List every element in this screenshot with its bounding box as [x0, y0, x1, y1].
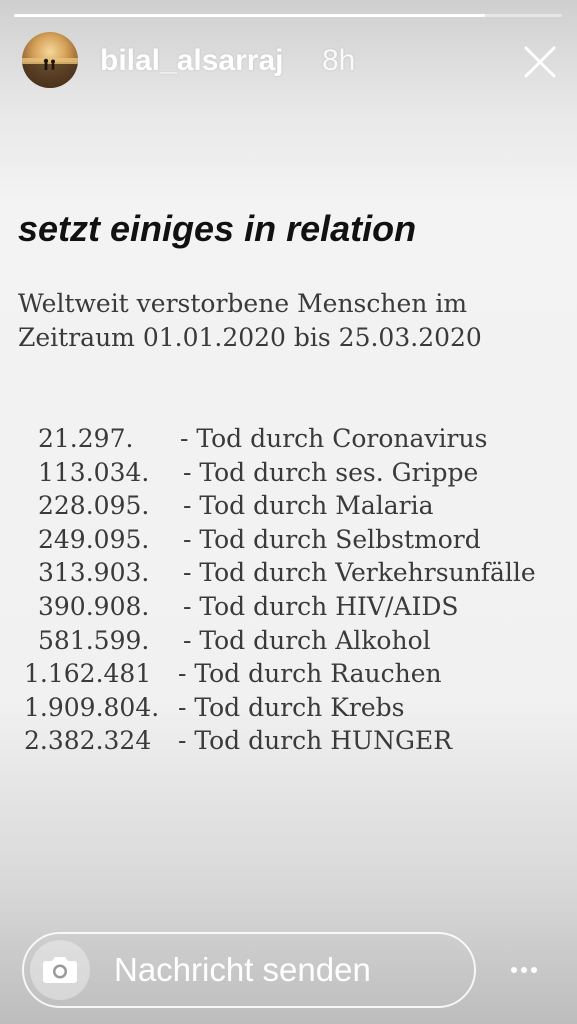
list-item: 581.599. - Tod durch Alkohol: [24, 624, 564, 658]
list-item: 249.095. - Tod durch Selbstmord: [24, 523, 564, 557]
stat-label: - Tod durch Malaria: [183, 491, 434, 521]
avatar[interactable]: [22, 32, 78, 88]
list-item: 2.382.324 - Tod durch HUNGER: [24, 724, 564, 758]
death-statistics-list: 21.297. - Tod durch Coronavirus 113.034.…: [24, 422, 564, 758]
story-headline: setzt einiges in relation: [18, 208, 417, 249]
camera-icon: [43, 957, 77, 983]
message-input[interactable]: [114, 948, 454, 992]
stat-label: - Tod durch HIV/AIDS: [183, 591, 459, 621]
camera-button[interactable]: [30, 940, 90, 1000]
stat-label: - Tod durch Verkehrsunfälle: [183, 558, 536, 588]
stat-label: - Tod durch Alkohol: [183, 625, 431, 655]
stat-label: - Tod durch ses. Grippe: [183, 457, 479, 487]
stat-number: 21.297.: [38, 424, 134, 453]
list-item: 1.162.481 - Tod durch Rauchen: [24, 657, 564, 691]
stat-number: 2.382.324: [24, 726, 152, 756]
stat-number: 1.909.804.: [24, 692, 160, 722]
more-dots-icon: [511, 967, 537, 973]
list-item: 313.903. - Tod durch Verkehrsunfälle: [24, 556, 564, 590]
stat-label: - Tod durch Rauchen: [178, 659, 442, 689]
list-item: 228.095. - Tod durch Malaria: [24, 489, 564, 523]
avatar-photo-icon: [22, 58, 78, 88]
stat-number: 1.162.481: [24, 659, 152, 689]
list-item: 113.034. - Tod durch ses. Grippe: [24, 456, 564, 490]
stat-label: - Tod durch Selbstmord: [183, 524, 481, 554]
username[interactable]: bilal_alsarraj: [100, 44, 284, 77]
close-button[interactable]: [518, 40, 562, 84]
intro-line: Zeitraum 01.01.2020 bis 25.03.2020: [18, 323, 482, 352]
close-icon: [524, 46, 556, 78]
stat-number: 313.903.: [38, 558, 150, 588]
list-item: 21.297. - Tod durch Coronavirus: [24, 422, 564, 456]
stat-number: 581.599.: [38, 625, 150, 655]
reply-bar: [22, 932, 476, 1008]
story-progress-bar: [14, 14, 562, 17]
stat-number: 113.034.: [38, 457, 150, 487]
stat-label: - Tod durch Coronavirus: [180, 424, 488, 453]
stat-label: - Tod durch Krebs: [178, 692, 405, 722]
more-options-button[interactable]: [500, 950, 548, 990]
list-item: 390.908. - Tod durch HIV/AIDS: [24, 590, 564, 624]
stat-number: 249.095.: [38, 524, 150, 554]
post-time: 8h: [322, 44, 356, 77]
stat-label: - Tod durch HUNGER: [178, 726, 453, 756]
list-item: 1.909.804. - Tod durch Krebs: [24, 691, 564, 725]
story-progress-fill: [14, 14, 486, 17]
stat-number: 390.908.: [38, 591, 150, 621]
intro-line: Weltweit verstorbene Menschen im: [18, 289, 468, 318]
stat-number: 228.095.: [38, 491, 150, 521]
intro-text: Weltweit verstorbene Menschen im Zeitrau…: [18, 287, 558, 355]
